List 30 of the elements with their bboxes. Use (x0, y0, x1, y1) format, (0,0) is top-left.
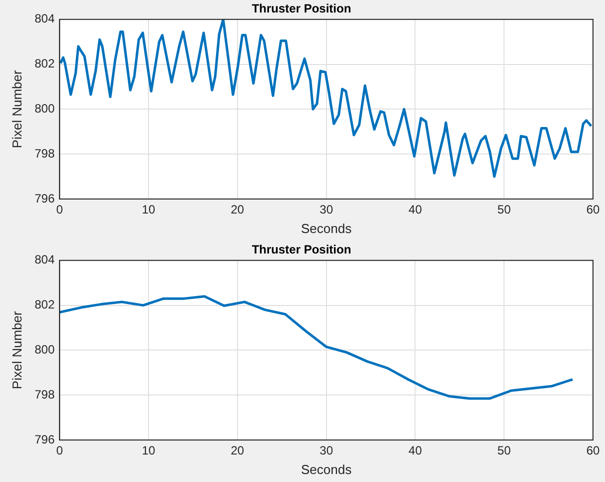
x-tick-label: 50 (497, 202, 512, 217)
x-tick-label: 0 (56, 202, 64, 217)
chart-title: Thruster Position (252, 2, 352, 16)
y-tick-label: 800 (34, 342, 55, 357)
x-tick-label: 50 (497, 444, 512, 458)
x-tick-label: 60 (586, 202, 600, 217)
x-tick-label: 40 (408, 202, 422, 217)
y-tick-label: 800 (34, 102, 55, 116)
y-tick-label: 798 (34, 387, 55, 402)
y-axis-title: Pixel Number (9, 70, 24, 148)
y-tick-label: 804 (34, 252, 55, 267)
x-axis-title: Seconds (301, 220, 352, 236)
x-tick-label: 40 (408, 444, 422, 458)
x-axis-title: Seconds (301, 462, 352, 477)
x-tick-label: 10 (142, 444, 156, 458)
x-tick-label: 10 (142, 202, 156, 217)
y-tick-label: 796 (34, 432, 55, 446)
x-tick-label: 0 (56, 444, 64, 458)
x-tick-label: 30 (320, 444, 334, 458)
y-axis-title: Pixel Number (9, 310, 24, 390)
chart-title: Thruster Position (252, 242, 352, 257)
x-tick-label: 60 (586, 444, 600, 458)
x-tick-label: 20 (230, 202, 244, 217)
y-tick-label: 796 (34, 191, 55, 206)
y-tick-label: 804 (34, 12, 55, 26)
x-tick-label: 20 (230, 444, 244, 458)
y-tick-label: 802 (34, 56, 55, 71)
y-tick-label: 802 (34, 298, 55, 312)
x-tick-label: 30 (320, 202, 334, 217)
y-tick-label: 798 (34, 146, 55, 160)
